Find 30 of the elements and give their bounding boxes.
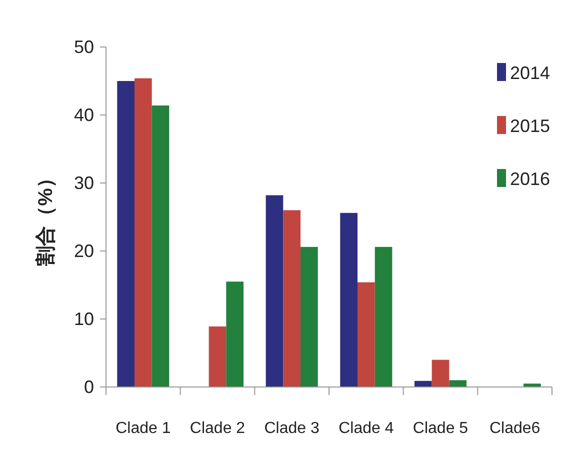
y-tick-label: 50 <box>74 37 94 57</box>
x-tick-label: Clade 2 <box>190 420 246 437</box>
bar <box>300 246 318 387</box>
x-tick-label: Clade 1 <box>116 420 171 437</box>
legend-label: 2016 <box>510 169 550 189</box>
x-tick-label: Clade6 <box>489 420 540 437</box>
bar <box>449 380 467 387</box>
y-tick-label: 10 <box>74 309 94 329</box>
legend-label: 2014 <box>510 63 550 83</box>
bar <box>134 78 152 387</box>
bar <box>357 282 375 387</box>
bar <box>340 212 358 387</box>
x-tick-label: Clade 4 <box>338 420 394 437</box>
x-tick-label: Clade 3 <box>264 420 320 437</box>
y-tick-label: 20 <box>74 241 94 261</box>
y-tick-label: 30 <box>74 173 94 193</box>
bar <box>226 282 244 387</box>
bar <box>117 81 134 387</box>
bar <box>152 105 170 387</box>
bar <box>432 360 450 387</box>
y-tick-label: 40 <box>74 105 94 125</box>
bar <box>208 326 226 387</box>
y-tick-label: 0 <box>84 377 94 397</box>
x-tick-label: Clade 5 <box>412 420 468 437</box>
legend-label: 2015 <box>510 116 550 136</box>
bar <box>414 380 432 387</box>
bar <box>374 246 392 387</box>
bar <box>266 195 284 387</box>
y-axis-title: 割合（%） <box>34 168 57 267</box>
bar <box>283 210 301 387</box>
